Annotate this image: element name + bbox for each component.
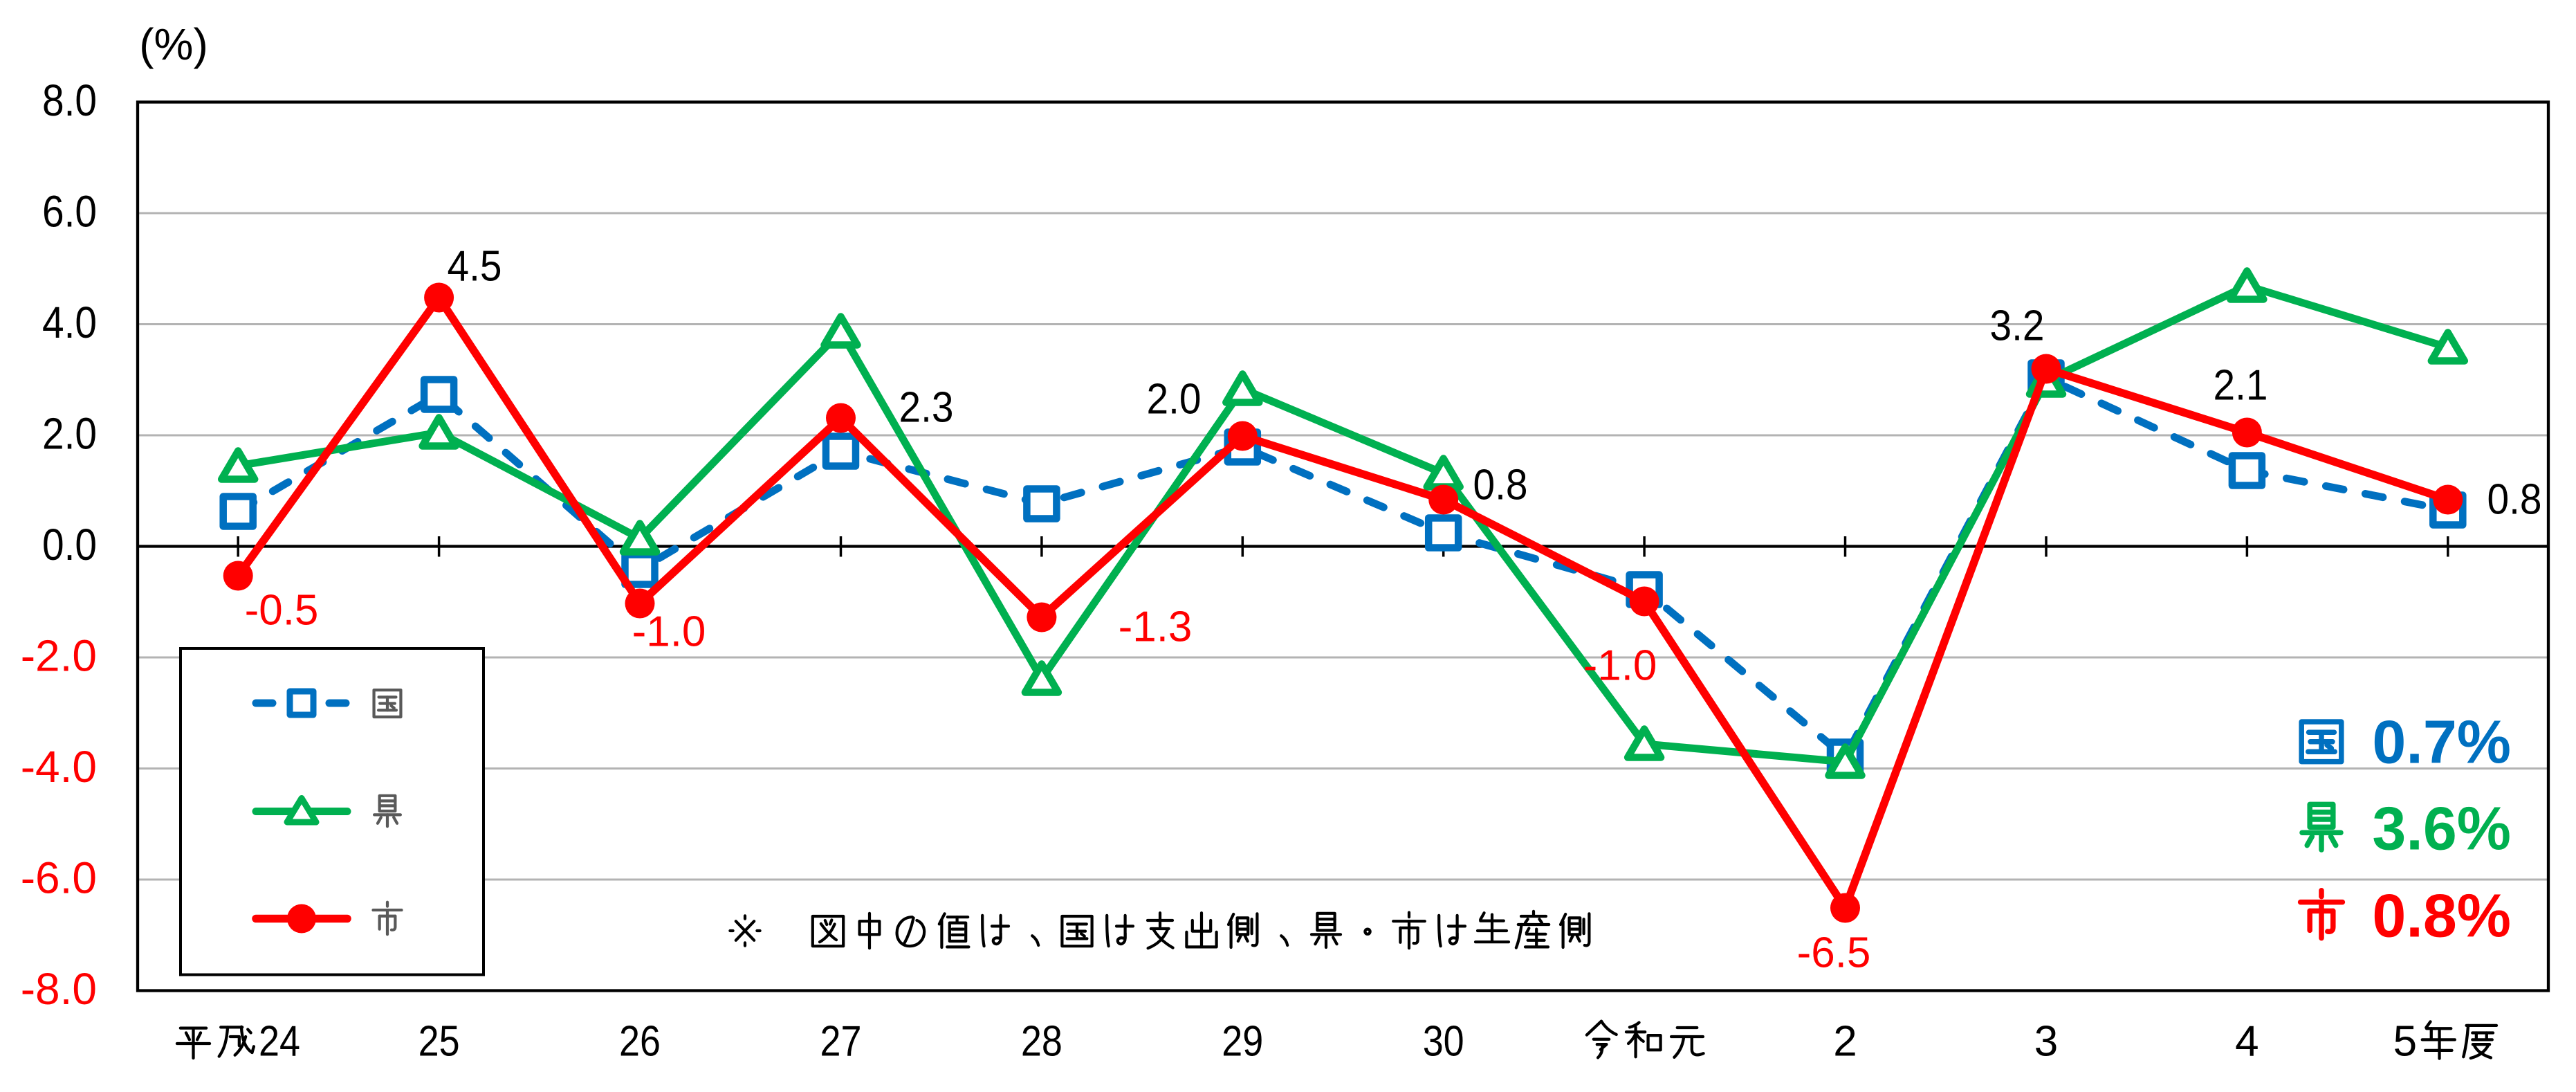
svg-text:-1.0: -1.0 [1583, 642, 1657, 690]
svg-text:30: 30 [1423, 1018, 1464, 1066]
svg-text:26: 26 [619, 1018, 661, 1066]
svg-text:4.5: 4.5 [448, 243, 502, 291]
svg-text:(%): (%) [139, 19, 208, 69]
svg-text:0.8: 0.8 [2487, 476, 2542, 524]
svg-text:-1.3: -1.3 [1119, 603, 1193, 651]
svg-text:24: 24 [259, 1018, 300, 1066]
svg-text:2.0: 2.0 [1147, 376, 1202, 424]
svg-text:0.8: 0.8 [1473, 462, 1528, 509]
svg-text:0.0: 0.0 [42, 520, 97, 570]
svg-text:2.0: 2.0 [42, 409, 97, 459]
svg-text:29: 29 [1222, 1018, 1263, 1066]
svg-text:-6.5: -6.5 [1797, 929, 1871, 977]
svg-text:2: 2 [1833, 1018, 1857, 1066]
svg-text:25: 25 [418, 1018, 460, 1066]
svg-text:28: 28 [1021, 1018, 1062, 1066]
svg-text:-4.0: -4.0 [21, 742, 97, 792]
svg-text:-6.0: -6.0 [21, 853, 97, 903]
svg-text:27: 27 [820, 1018, 862, 1066]
svg-text:0.7%: 0.7% [2372, 708, 2511, 776]
svg-text:-1.0: -1.0 [632, 608, 706, 656]
svg-text:6.0: 6.0 [42, 187, 97, 237]
svg-text:-0.5: -0.5 [245, 587, 319, 635]
svg-text:2.1: 2.1 [2214, 362, 2268, 410]
svg-text:4.0: 4.0 [42, 298, 97, 347]
svg-text:5: 5 [2393, 1018, 2417, 1066]
svg-text:0.8%: 0.8% [2372, 882, 2511, 950]
svg-text:3.2: 3.2 [1990, 302, 2045, 350]
svg-text:8.0: 8.0 [42, 75, 97, 125]
svg-text:3.6%: 3.6% [2372, 794, 2511, 863]
svg-text:3: 3 [2034, 1018, 2058, 1066]
svg-text:4: 4 [2235, 1018, 2258, 1066]
svg-text:2.3: 2.3 [899, 384, 954, 432]
svg-text:-2.0: -2.0 [21, 631, 97, 681]
svg-text:-8.0: -8.0 [21, 964, 97, 1014]
